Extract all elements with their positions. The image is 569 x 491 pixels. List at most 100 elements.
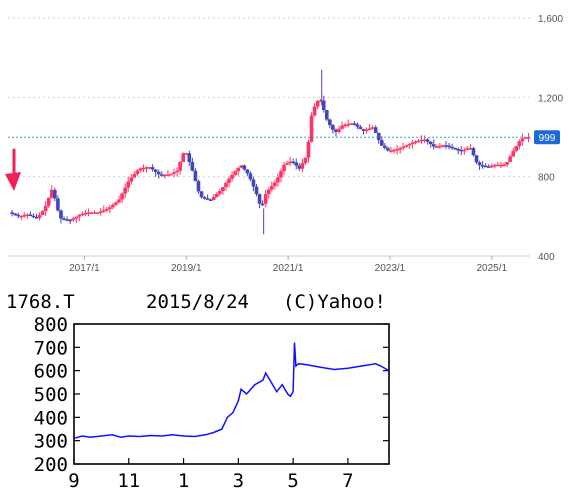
candle-body <box>111 204 115 208</box>
candle-body <box>459 149 464 152</box>
candle-body <box>77 214 82 217</box>
bottom-x-tick-label: 1 <box>178 470 189 491</box>
candle-body <box>297 165 302 169</box>
short-term-price-chart: 1768.T 2015/8/24 (C)Yahoo! 8007006005004… <box>6 291 390 491</box>
candle-body <box>431 144 436 147</box>
candle-body <box>230 174 234 179</box>
bottom-y-tick-label: 500 <box>34 384 68 406</box>
candle-body <box>37 215 42 219</box>
candle-body <box>334 129 338 132</box>
top-y-tick-label: 400 <box>538 252 555 263</box>
candle-body <box>444 145 448 147</box>
candle-body <box>328 119 332 126</box>
candle-body <box>251 179 256 187</box>
candle-body <box>120 193 124 200</box>
candle-body <box>435 146 439 148</box>
candle-body <box>266 189 271 195</box>
candle-body <box>83 213 88 215</box>
candle-body <box>95 212 100 214</box>
candle-body <box>74 216 79 219</box>
candle-body <box>16 214 20 217</box>
candle-body <box>263 194 268 204</box>
candle-body <box>367 128 372 130</box>
bottom-chart-plot-frame <box>73 323 390 465</box>
candle-body <box>181 153 185 162</box>
candle-body <box>175 170 179 173</box>
candle-body <box>211 196 216 200</box>
candle-body <box>456 149 460 151</box>
candle-body <box>202 197 207 199</box>
top-chart-x-tick-labels: 2017/1 2019/1 2021/1 2023/1 2025/1 <box>69 256 508 274</box>
candle-body <box>450 146 454 149</box>
candle-body <box>53 189 57 199</box>
candle-body <box>383 145 387 149</box>
candle-body <box>505 161 509 165</box>
candle-body <box>517 141 522 147</box>
candle-body <box>291 161 295 164</box>
candle-body <box>300 163 305 169</box>
candle-body <box>126 181 130 188</box>
candle-body <box>364 129 369 132</box>
candle-body <box>108 207 112 209</box>
top-x-tick-label: 2025/1 <box>477 263 508 274</box>
candle-body <box>178 161 182 171</box>
candle-body <box>370 127 375 129</box>
candle-body <box>395 149 399 151</box>
candle-body <box>438 145 442 148</box>
candle-body <box>325 110 329 120</box>
candle-body <box>196 181 201 192</box>
candle-body <box>65 219 69 221</box>
candle-body <box>288 161 292 164</box>
bottom-y-tick-label: 200 <box>34 454 68 476</box>
candle-body <box>416 140 421 143</box>
candle-body <box>80 213 85 216</box>
top-chart-candles <box>10 69 531 235</box>
candle-body <box>422 139 427 141</box>
top-x-tick-label: 2023/1 <box>375 263 406 274</box>
candle-body <box>465 148 470 150</box>
candle-body <box>312 106 317 116</box>
candle-body <box>114 202 118 205</box>
current-price-badge: 999 <box>534 130 560 145</box>
top-x-tick-label: 2017/1 <box>69 263 100 274</box>
candle-body <box>520 138 525 142</box>
candle-body <box>349 123 354 125</box>
candle-body <box>490 165 494 168</box>
candle-body <box>89 212 94 214</box>
candle-body <box>62 218 66 221</box>
candle-body <box>483 165 488 168</box>
candle-body <box>40 211 45 216</box>
candle-body <box>413 141 418 144</box>
ticker-label: 1768.T <box>6 291 75 313</box>
candle-body <box>315 101 320 107</box>
top-x-tick-label: 2021/1 <box>273 263 304 274</box>
candle-body <box>159 174 164 176</box>
candle-body <box>59 210 63 219</box>
candle-body <box>163 174 167 177</box>
candle-body <box>169 173 173 176</box>
candle-body <box>104 208 109 211</box>
candle-body <box>199 191 204 198</box>
candle-body <box>480 165 485 167</box>
bottom-x-tick-label: 11 <box>117 470 140 491</box>
candle-body <box>34 216 39 219</box>
candle-body <box>376 133 381 141</box>
bottom-y-tick-label: 400 <box>34 407 68 429</box>
candle-body <box>68 219 72 222</box>
candle-body <box>153 169 158 172</box>
bottom-y-tick-label: 600 <box>34 361 68 383</box>
candle-body <box>358 126 363 130</box>
arrow-marker-icon <box>5 148 21 191</box>
candle-body <box>526 137 531 139</box>
candle-body <box>282 164 286 172</box>
candle-body <box>221 187 225 192</box>
candle-body <box>150 167 155 170</box>
candle-body <box>166 174 170 177</box>
candle-body <box>98 211 103 213</box>
candle-body <box>147 167 152 169</box>
candle-body <box>398 148 402 150</box>
candle-body <box>514 146 519 151</box>
candle-body <box>392 149 396 152</box>
candle-body <box>25 214 30 217</box>
